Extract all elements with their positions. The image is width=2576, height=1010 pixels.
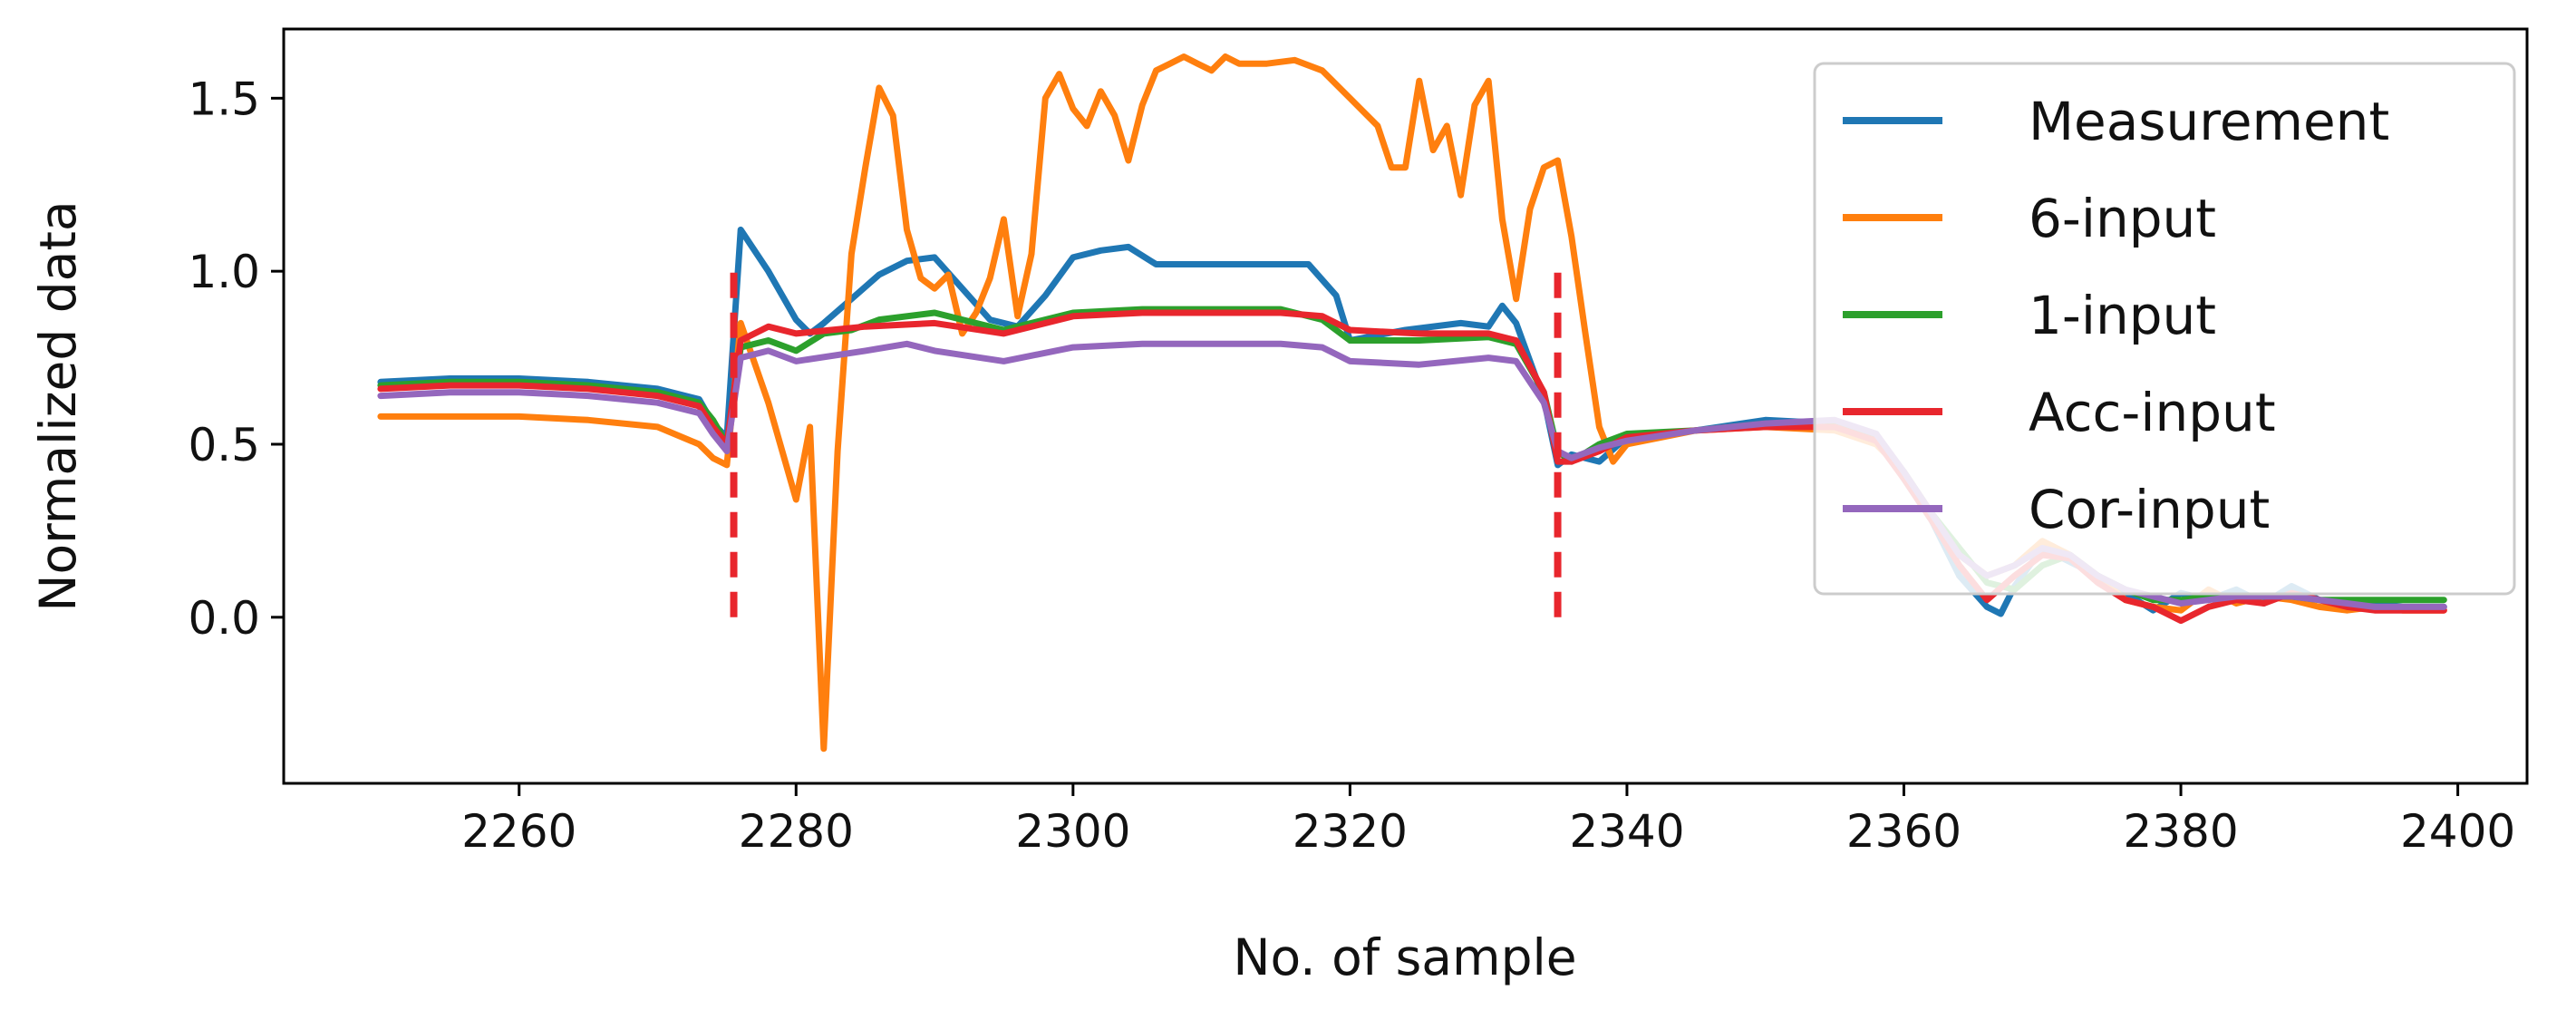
y-tick-label: 1.0 [188,246,260,298]
x-tick-label: 2280 [739,805,854,858]
legend-label-6-input: 6-input [2029,188,2216,249]
x-tick-label: 2360 [1846,805,1961,858]
x-tick-label: 2300 [1015,805,1130,858]
y-tick-label: 0.0 [188,592,260,645]
y-axis-title: Normalized data [29,200,87,611]
legend-items: Measurement 6-input 1-input Acc-input Cor-in… [1843,91,2389,540]
series-line-measurement [377,226,2447,617]
legend-label-1-input: 1-input [2029,285,2216,346]
x-axis-title: No. of sample [1233,928,1576,986]
plot-frame [282,27,2529,785]
x-tick-label: 2340 [1569,805,1684,858]
legend-box [1813,62,2516,596]
y-axis-ticks: 0.0 0.5 1.0 1.5 [188,73,284,645]
series-line-acc-input [377,309,2447,625]
marker-lines [730,271,1562,617]
series-line-cor-input [377,340,2447,610]
legend-label-acc-input: Acc-input [2029,382,2276,443]
x-tick-label: 2400 [2400,805,2515,858]
legend: Measurement 6-input 1-input Acc-input Cor-in… [1813,62,2516,596]
x-axis-ticks: 2260 2280 2300 2320 2340 2360 2380 2400 [461,783,2515,858]
x-tick-label: 2380 [2123,805,2238,858]
y-tick-label: 0.5 [188,419,260,471]
legend-label-measurement: Measurement [2029,91,2389,152]
x-tick-label: 2260 [461,805,576,858]
y-tick-label: 1.5 [188,73,260,125]
legend-label-cor-input: Cor-input [2029,479,2270,540]
x-tick-label: 2320 [1293,805,1408,858]
